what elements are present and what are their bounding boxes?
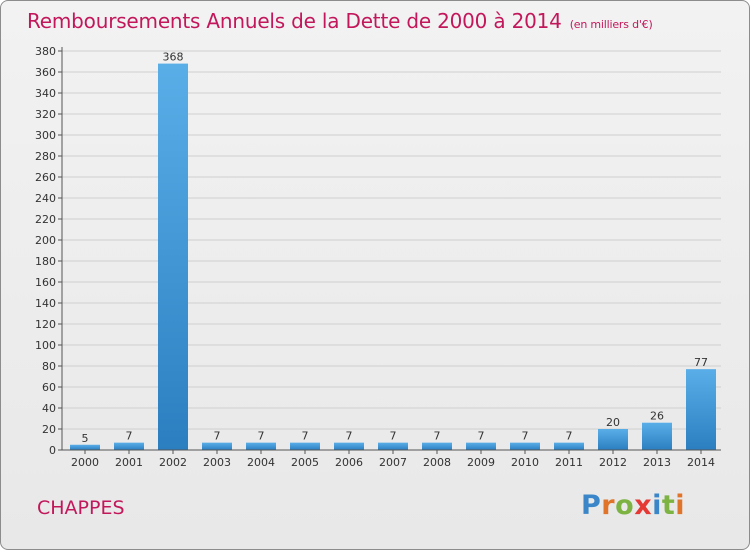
bar-2007 bbox=[378, 442, 408, 450]
bars bbox=[70, 63, 716, 450]
y-tick-label: 20 bbox=[42, 423, 56, 436]
x-tick-label: 2007 bbox=[379, 456, 407, 469]
bar-2005 bbox=[290, 442, 320, 450]
x-tick-label: 2014 bbox=[687, 456, 715, 469]
commune-name: CHAPPES bbox=[37, 497, 125, 519]
x-tick-label: 2000 bbox=[71, 456, 99, 469]
chart-title-text: Remboursements Annuels de la Dette de 20… bbox=[27, 9, 562, 33]
bar-2000 bbox=[70, 444, 100, 450]
data-label: 77 bbox=[694, 356, 708, 369]
bar-2004 bbox=[246, 442, 276, 450]
data-label: 20 bbox=[606, 416, 620, 429]
x-tick-label: 2008 bbox=[423, 456, 451, 469]
logo-letter: P bbox=[581, 490, 602, 521]
x-tick-label: 2003 bbox=[203, 456, 231, 469]
bar-2002 bbox=[158, 63, 188, 450]
bar-2009 bbox=[466, 442, 496, 450]
bar-2006 bbox=[334, 442, 364, 450]
x-tick-label: 2012 bbox=[599, 456, 627, 469]
chart-subtitle: (en milliers d'€) bbox=[569, 18, 653, 31]
bar-2011 bbox=[554, 442, 584, 450]
y-tick-label: 280 bbox=[35, 150, 56, 163]
y-tick-label: 140 bbox=[35, 297, 56, 310]
y-tick-label: 40 bbox=[42, 402, 56, 415]
x-tick-label: 2013 bbox=[643, 456, 671, 469]
logo-letter: x bbox=[634, 490, 653, 521]
data-label: 7 bbox=[434, 430, 441, 443]
y-tick-label: 200 bbox=[35, 234, 56, 247]
data-label: 5 bbox=[82, 432, 89, 445]
logo-letter: i bbox=[652, 490, 662, 521]
x-tick-label: 2004 bbox=[247, 456, 275, 469]
y-tick-label: 340 bbox=[35, 87, 56, 100]
x-tick-label: 2009 bbox=[467, 456, 495, 469]
data-label: 7 bbox=[258, 430, 265, 443]
y-tick-label: 180 bbox=[35, 255, 56, 268]
data-label: 7 bbox=[346, 430, 353, 443]
chart-title: Remboursements Annuels de la Dette de 20… bbox=[27, 9, 653, 33]
bar-2014 bbox=[686, 369, 716, 450]
y-tick-label: 100 bbox=[35, 339, 56, 352]
x-tick-label: 2010 bbox=[511, 456, 539, 469]
bar-2012 bbox=[598, 429, 628, 450]
y-tick-label: 300 bbox=[35, 129, 56, 142]
y-tick-label: 360 bbox=[35, 66, 56, 79]
logo-letter: o bbox=[615, 490, 635, 521]
y-tick-label: 220 bbox=[35, 213, 56, 226]
data-label: 368 bbox=[163, 51, 184, 64]
x-tick-label: 2001 bbox=[115, 456, 143, 469]
y-tick-label: 60 bbox=[42, 381, 56, 394]
data-label: 7 bbox=[214, 430, 221, 443]
y-tick-label: 120 bbox=[35, 318, 56, 331]
bar-2003 bbox=[202, 442, 232, 450]
y-tick-label: 0 bbox=[49, 444, 56, 457]
x-tick-label: 2002 bbox=[159, 456, 187, 469]
y-tick-label: 80 bbox=[42, 360, 56, 373]
axes bbox=[58, 47, 721, 454]
y-tick-label: 240 bbox=[35, 192, 56, 205]
bar-2008 bbox=[422, 442, 452, 450]
logo-letter: t bbox=[661, 490, 676, 521]
x-tick-label: 2005 bbox=[291, 456, 319, 469]
data-label: 7 bbox=[522, 430, 529, 443]
data-label: 7 bbox=[126, 430, 133, 443]
y-tick-label: 320 bbox=[35, 108, 56, 121]
y-tick-label: 380 bbox=[35, 45, 56, 58]
y-tick-label: 260 bbox=[35, 171, 56, 184]
logo-letter: i bbox=[675, 490, 686, 521]
data-label: 26 bbox=[650, 410, 664, 423]
data-label: 7 bbox=[478, 430, 485, 443]
y-tick-label: 160 bbox=[35, 276, 56, 289]
data-label: 7 bbox=[390, 430, 397, 443]
tick-labels: 0204060801001201401601802002202402602803… bbox=[35, 45, 715, 469]
x-tick-label: 2006 bbox=[335, 456, 363, 469]
bar-2010 bbox=[510, 442, 540, 450]
logo-letter: r bbox=[601, 490, 616, 521]
proxiti-logo[interactable]: Proxiti bbox=[581, 490, 685, 521]
data-label: 7 bbox=[302, 430, 309, 443]
data-label: 7 bbox=[566, 430, 573, 443]
x-tick-label: 2011 bbox=[555, 456, 583, 469]
bar-2001 bbox=[114, 442, 144, 450]
bar-2013 bbox=[642, 422, 672, 450]
